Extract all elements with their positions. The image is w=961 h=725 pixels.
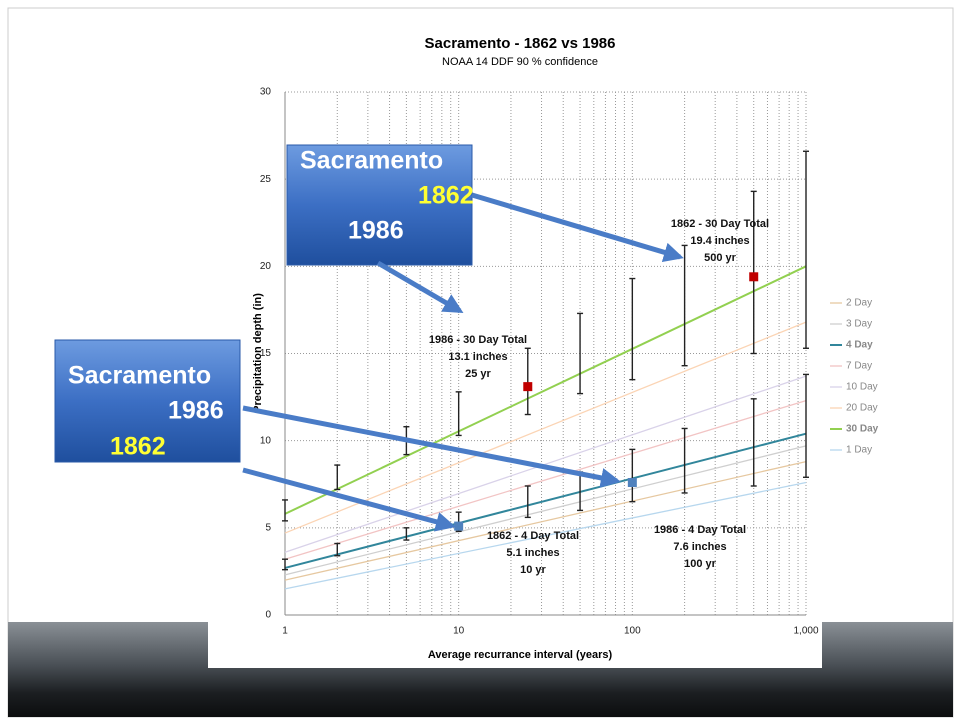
annotation: 25 yr [465, 368, 491, 380]
series-line [284, 445, 807, 576]
annotation: 100 yr [684, 558, 717, 570]
event-marker [523, 382, 533, 392]
annotation: 19.4 inches [690, 235, 749, 247]
series-line [284, 399, 807, 560]
y-tick-label: 20 [260, 261, 272, 272]
arrow [242, 467, 456, 532]
annotation: 7.6 inches [673, 541, 726, 553]
series-line [284, 432, 807, 569]
arrow [242, 405, 621, 488]
y-tick-label: 30 [260, 87, 272, 98]
legend-label: 1 Day [846, 445, 872, 456]
legend-label: 4 Day [846, 340, 873, 351]
callout-text: Sacramento [68, 362, 211, 390]
x-axis-label: Average recurrance interval (years) [428, 649, 613, 661]
annotation: 1862 - 30 Day Total [671, 218, 769, 230]
event-marker [454, 521, 464, 531]
annotation: 1986 - 30 Day Total [429, 334, 527, 346]
callout-text: 1862 [418, 182, 474, 210]
annotation: 13.1 inches [448, 351, 507, 363]
callouts: Sacramento 1862 1986 Sacramento 1986 186… [54, 144, 684, 532]
y-tick-label: 5 [265, 522, 271, 533]
y-tick-label: 0 [265, 610, 271, 621]
legend-label: 20 Day [846, 403, 878, 414]
annotation: 1986 - 4 Day Total [654, 524, 746, 536]
legend-label: 30 Day [846, 424, 879, 435]
annotation: 1862 - 4 Day Total [487, 530, 579, 542]
annotation: 500 yr [704, 252, 737, 264]
annotation: 5.1 inches [506, 547, 559, 559]
x-tick-label: 10 [453, 626, 465, 637]
callout-text: 1986 [168, 397, 224, 425]
plot: 0 5 10 15 20 25 30 1 10 100 1,000 1862 - 30 Day Tot… [260, 87, 879, 637]
legend-label: 10 Day [846, 382, 878, 393]
series-line [284, 375, 807, 553]
legend-label: 3 Day [846, 319, 872, 330]
callout-box [286, 144, 473, 266]
callout-text: 1986 [348, 217, 404, 245]
callout-text: 1862 [110, 433, 166, 461]
y-tick-label: 15 [260, 348, 272, 359]
arrow [471, 192, 684, 263]
callout-box [54, 339, 241, 463]
x-tick-label: 1 [282, 626, 288, 637]
annotation: 10 yr [520, 564, 546, 576]
arrow [376, 260, 464, 314]
legend-label: 7 Day [846, 361, 872, 372]
event-marker [627, 478, 637, 488]
event-marker [749, 272, 759, 282]
arrows [242, 192, 684, 532]
series-line [284, 321, 807, 534]
y-tick-label: 10 [260, 435, 272, 446]
x-tick-label: 100 [624, 626, 641, 637]
chart-subtitle: NOAA 14 DDF 90 % confidence [442, 56, 598, 68]
chart-title: Sacramento - 1862 vs 1986 [425, 35, 616, 52]
series-line [284, 460, 807, 581]
series-line [284, 481, 807, 590]
legend-label: 2 Day [846, 298, 872, 309]
x-tick-label: 1,000 [793, 626, 818, 637]
series-line [284, 265, 807, 515]
callout-text: Sacramento [300, 147, 443, 175]
y-tick-label: 25 [260, 174, 272, 185]
y-axis-label: Precipitation depth (in) [252, 293, 264, 413]
